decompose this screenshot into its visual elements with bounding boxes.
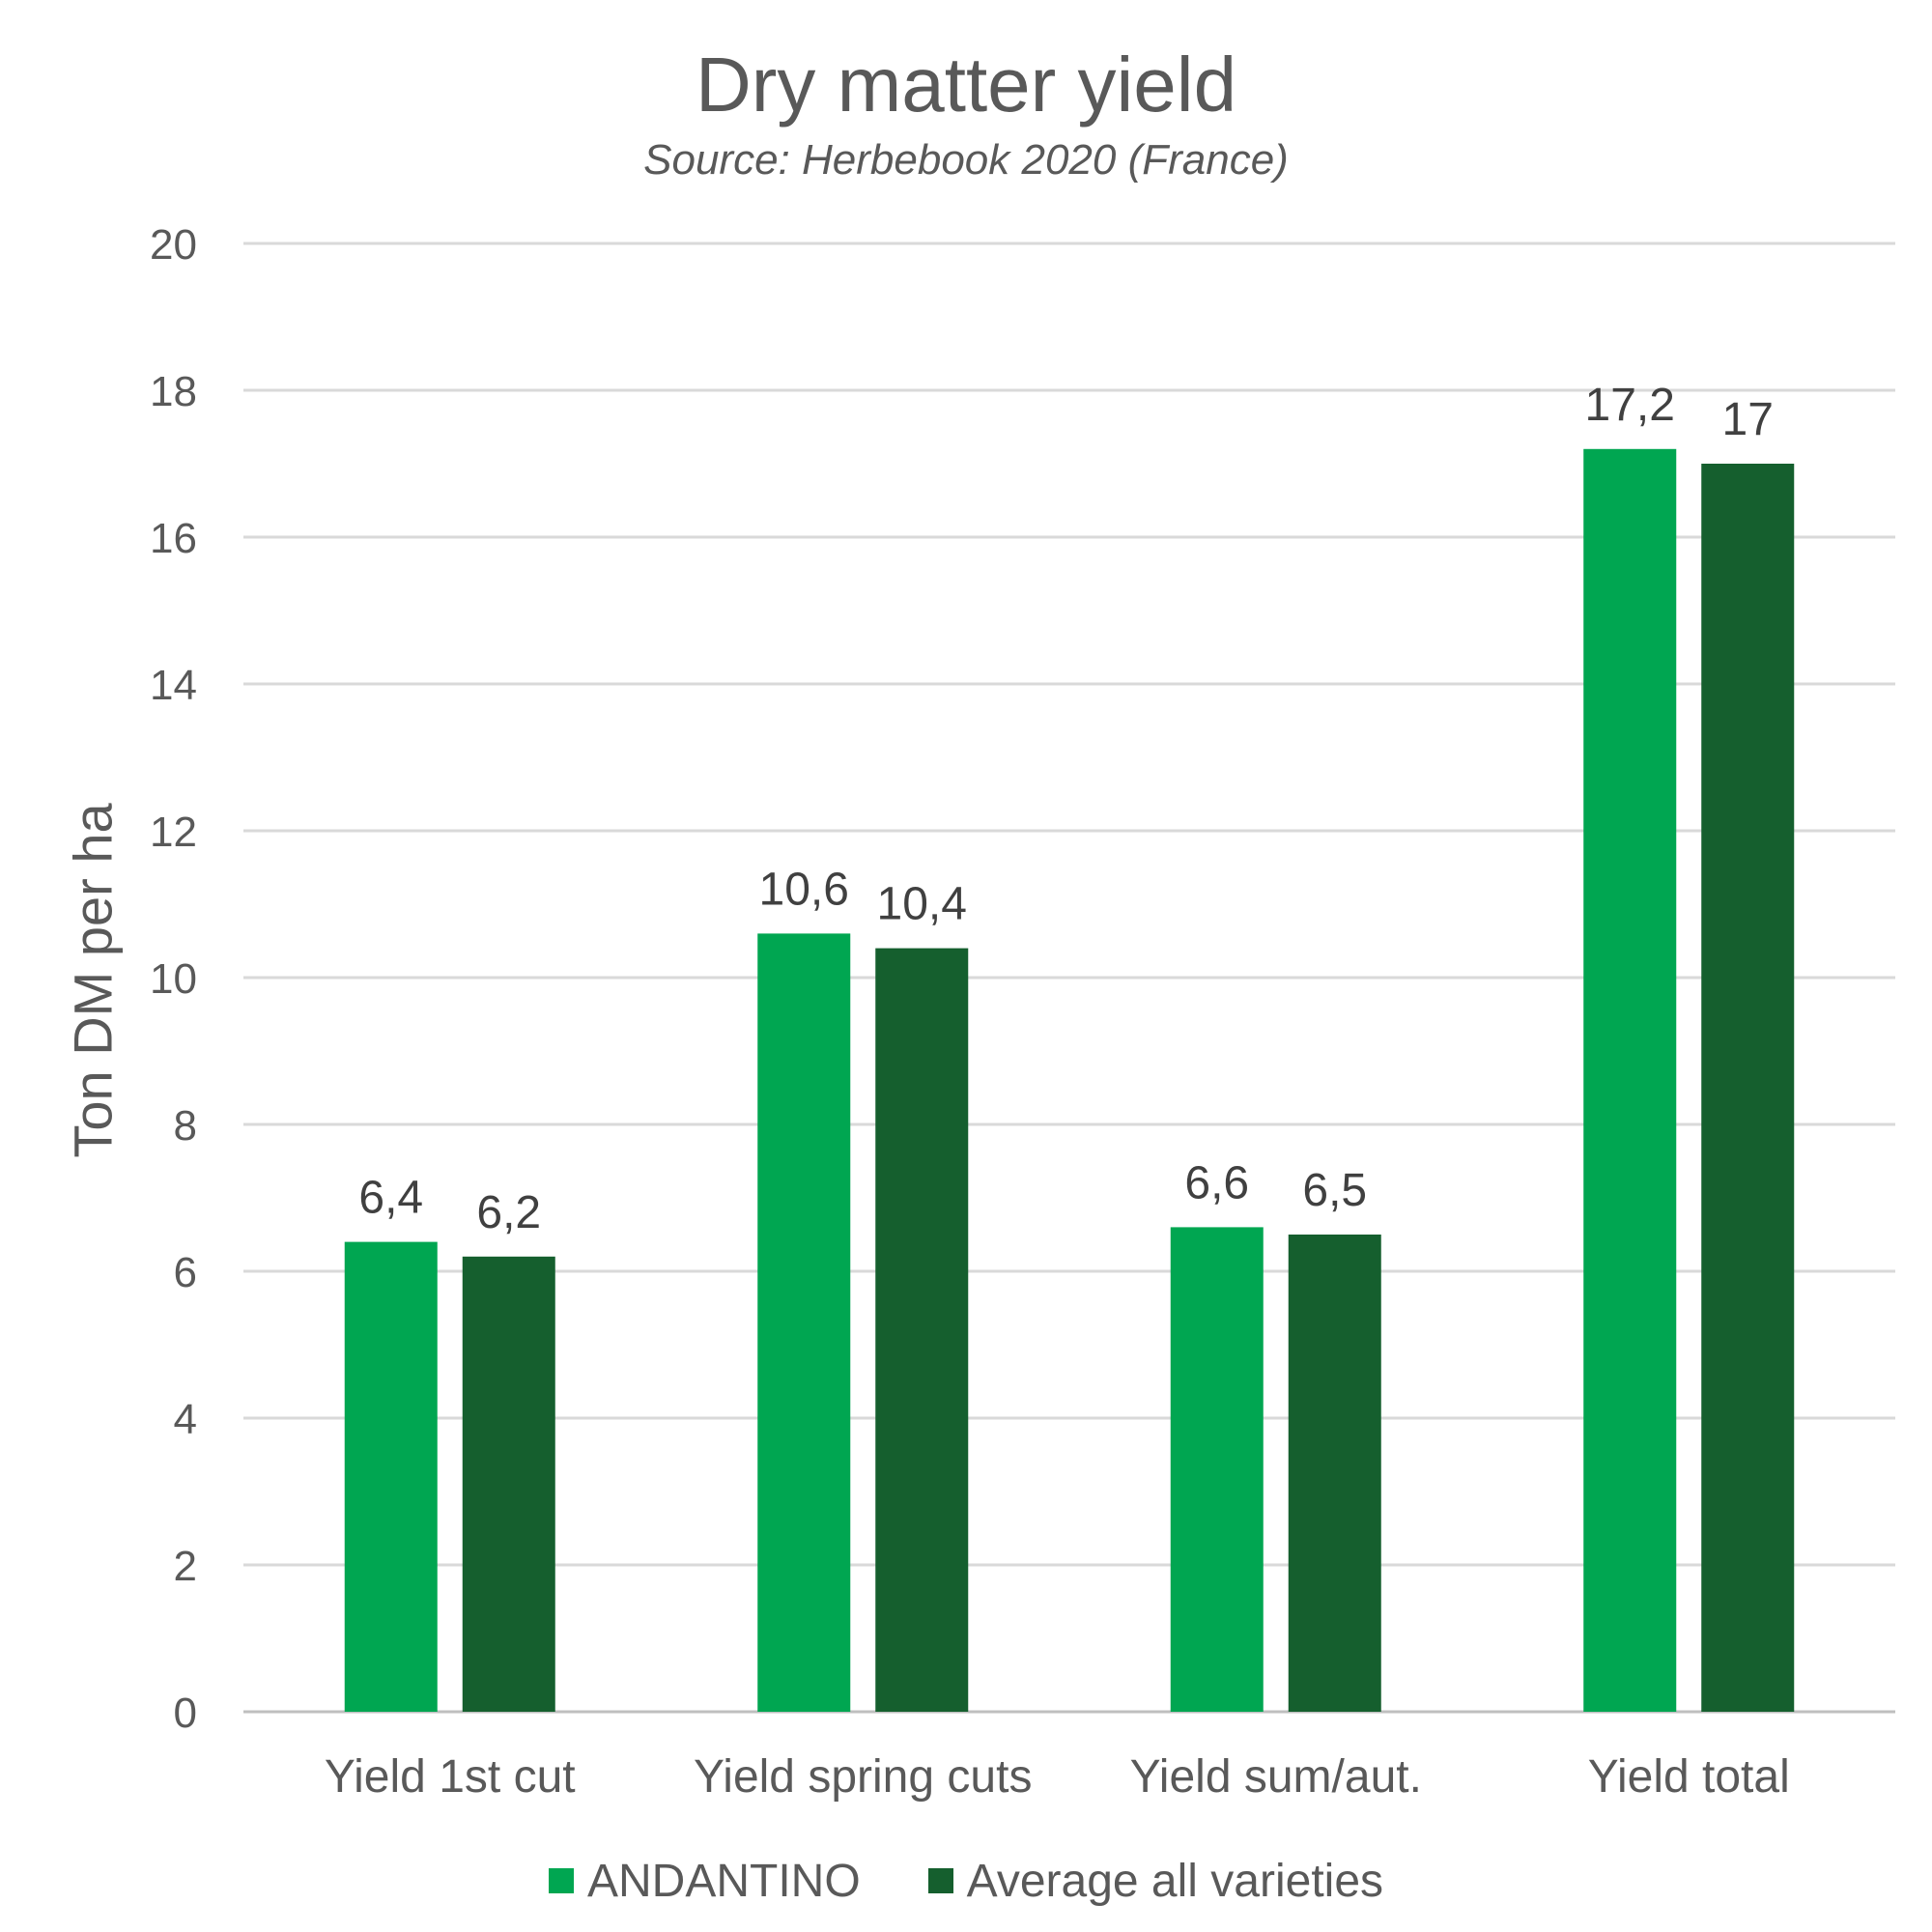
y-tick-label: 16 [150, 515, 197, 562]
y-tick-label: 6 [174, 1249, 197, 1296]
x-tick-label: Yield sum/aut. [1130, 1751, 1422, 1803]
data-label: 6,6 [1184, 1157, 1249, 1208]
bar [757, 933, 851, 1712]
data-labels: 6,4 6,2 10,6 10,4 6,6 6,5 17,2 17 [358, 380, 1774, 1238]
x-tick-label: Yield spring cuts [694, 1751, 1032, 1803]
chart-title: Dry matter yield [695, 42, 1237, 128]
data-label: 6,2 [476, 1187, 541, 1238]
legend-swatch-average [927, 1868, 953, 1893]
legend-swatch-andantino [548, 1868, 574, 1893]
data-label: 10,6 [759, 864, 849, 915]
bar [875, 948, 969, 1712]
y-tick-label: 0 [174, 1690, 197, 1737]
y-tick-label: 4 [174, 1396, 197, 1443]
data-label: 6,5 [1302, 1165, 1367, 1216]
bar [1701, 464, 1795, 1712]
data-label: 6,4 [358, 1173, 423, 1224]
x-tick-label: Yield total [1588, 1751, 1790, 1803]
bar [344, 1241, 438, 1712]
bar [1170, 1227, 1264, 1712]
bars [344, 448, 1795, 1712]
y-tick-label: 18 [150, 368, 197, 415]
bar [462, 1256, 555, 1712]
legend-item-andantino: ANDANTINO [548, 1855, 861, 1908]
y-tick-label: 12 [150, 809, 197, 856]
y-tick-label: 2 [174, 1543, 197, 1590]
data-label: 17,2 [1585, 380, 1675, 431]
bar [1583, 448, 1677, 1712]
y-tick-label: 20 [150, 221, 197, 269]
y-tick-label: 14 [150, 662, 197, 709]
chart-subtitle: Source: Herbebook 2020 (France) [643, 136, 1289, 184]
legend-label-average: Average all varieties [966, 1855, 1384, 1907]
y-tick-label: 10 [150, 955, 197, 1003]
y-tick-label: 8 [174, 1102, 197, 1150]
legend-item-average: Average all varieties [927, 1855, 1384, 1908]
x-tick-labels: Yield 1st cut Yield spring cuts Yield sum/… [325, 1751, 1790, 1803]
data-label: 17 [1722, 394, 1774, 445]
data-label: 10,4 [877, 879, 967, 930]
x-tick-label: Yield 1st cut [325, 1751, 576, 1803]
legend: ANDANTINO Average all varieties [0, 1847, 1932, 1915]
y-tick-labels: 0 2 4 6 8 10 12 14 16 18 20 [150, 221, 197, 1737]
legend-label-andantino: ANDANTINO [586, 1855, 861, 1907]
bar [1288, 1235, 1381, 1712]
